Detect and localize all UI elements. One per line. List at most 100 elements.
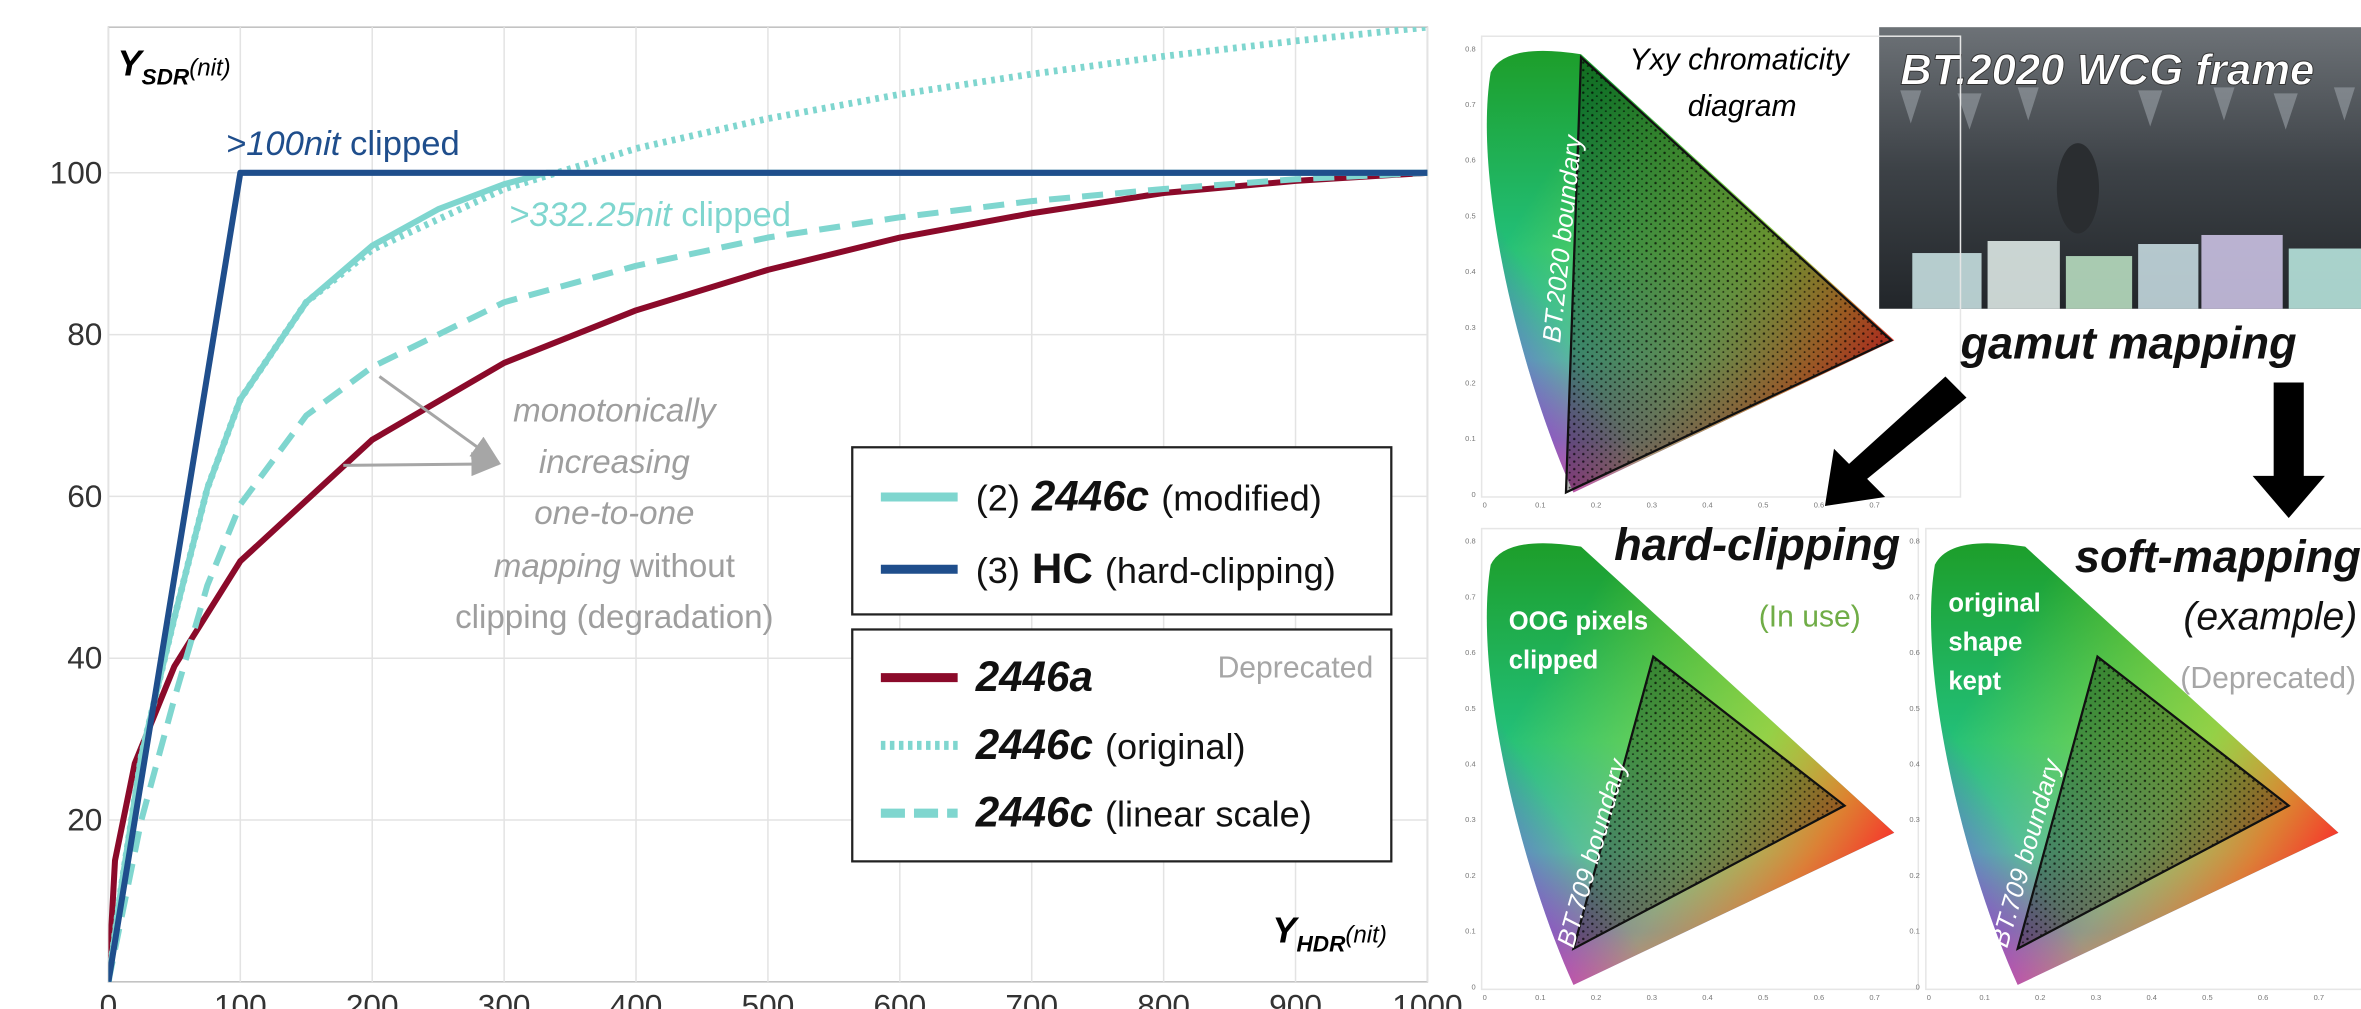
arrow (2253, 383, 2325, 519)
diagram-tick: 0.1 (1465, 927, 1475, 936)
legend-label: 2446a (975, 653, 1093, 700)
gamut-panel: BT.2020 WCG frame 000.10.10.20.20.30.30.… (1465, 27, 2361, 1002)
note-line: clipping (degradation) (455, 599, 773, 636)
legend-name: 2446c (975, 789, 1093, 836)
diagram-tick: 0.6 (1814, 501, 1824, 510)
x-tick-label: 700 (1005, 987, 1058, 1009)
diagram-tick: 0.7 (2314, 993, 2324, 1002)
legend-suffix: (hard-clipping) (1105, 550, 1336, 591)
diagram-tick: 0.3 (1647, 993, 1657, 1002)
diagram-tick: 0.7 (1465, 100, 1475, 109)
x-tick-label: 400 (610, 987, 663, 1009)
diagram-tick: 0.2 (1591, 993, 1601, 1002)
legend-name: 2446a (975, 653, 1093, 700)
x-tick-label: 1000 (1392, 987, 1462, 1009)
annotation: >100nit clipped (226, 125, 460, 163)
diagram-tick: 0.1 (1535, 993, 1545, 1002)
diagram-tick: 0.4 (1465, 759, 1475, 768)
legend-name: HC (1032, 545, 1093, 592)
diagram-tick: 0.2 (1591, 501, 1601, 510)
diagram-tick: 0.4 (1465, 267, 1475, 276)
legend-label: 2446c (original) (975, 721, 1246, 768)
diagram-tick: 0 (1471, 982, 1475, 991)
y-tick-label: 20 (67, 802, 102, 838)
annotation: >332.25nit clipped (509, 196, 791, 234)
diagram-tick: 0.1 (1465, 434, 1475, 443)
diagram-tick: 0.2 (1465, 871, 1475, 880)
diagram-tick: 0.5 (2202, 993, 2212, 1002)
y-axis-label: YSDR(nit) (117, 42, 230, 89)
note-arrow (379, 377, 498, 463)
diagram-tick: 0.4 (1702, 501, 1712, 510)
legend-suffix: (original) (1105, 726, 1246, 767)
photo-title: BT.2020 WCG frame (1900, 45, 2314, 94)
diagram-tick: 0.5 (1758, 501, 1768, 510)
diagram-tick: 0.3 (2091, 993, 2101, 1002)
diagram-tick: 0.1 (1909, 927, 1919, 936)
diagram-tick: 0.5 (1465, 211, 1475, 220)
diagram-tick: 0 (1471, 490, 1475, 499)
deprecated-label: Deprecated (1218, 652, 1374, 685)
note-line: mapping without (494, 548, 735, 585)
diagram-tick: 0.3 (1465, 323, 1475, 332)
x-tick-label: 500 (742, 987, 795, 1009)
diagram-tick: 0.6 (1465, 648, 1475, 657)
y-tick-label: 100 (50, 154, 103, 190)
diagram-tick: 0.6 (1909, 648, 1919, 657)
mapping-note: monotonically increasing one-to-one mapp… (455, 393, 773, 636)
diagram-tick: 0.6 (1465, 156, 1475, 165)
x-tick-label: 200 (346, 987, 399, 1009)
diagram-tick: 0 (1927, 993, 1931, 1002)
legend-prefix: (2) (976, 478, 1020, 519)
note-line: increasing (539, 444, 691, 481)
y-tick-label: 40 (67, 640, 102, 676)
note-line: monotonically (513, 393, 718, 430)
diagram-tick: 0.8 (1909, 537, 1919, 546)
diagram-tick: 0 (1483, 501, 1487, 510)
diagram-tick: 0 (1483, 993, 1487, 1002)
diagram-tick: 0.8 (1465, 537, 1475, 546)
diagram-tick: 0.5 (1758, 993, 1768, 1002)
diagram-tick: 0.7 (1909, 592, 1919, 601)
note: OOG pixels (1509, 607, 1648, 635)
note-arrow (343, 464, 498, 466)
x-tick-label: 100 (214, 987, 267, 1009)
diagram-tick: 0.8 (1465, 44, 1475, 53)
diagram-tick: 0.2 (1909, 871, 1919, 880)
diagram-tick: 0.3 (1647, 501, 1657, 510)
diagram-title: diagram (1688, 90, 1797, 123)
diagram-tick: 0.6 (2258, 993, 2268, 1002)
hard-clipping-title: hard-clipping (1614, 519, 1900, 570)
subtitle: (example) (2183, 595, 2357, 638)
arrow (1825, 377, 1967, 506)
diagram-tick: 0.7 (1869, 501, 1879, 510)
legend-name: 2446c (975, 721, 1093, 768)
diagram-title: Yxy chromaticity (1630, 43, 1851, 76)
diagram-tick: 0.7 (1869, 993, 1879, 1002)
x-tick-label: 800 (1137, 987, 1190, 1009)
diagram-tick: 0.5 (1465, 704, 1475, 713)
x-tick-label: 0 (100, 987, 118, 1009)
x-tick-label: 600 (873, 987, 926, 1009)
legend-label: 2446c (linear scale) (975, 789, 1312, 836)
diagram-tick: 0.1 (1535, 501, 1545, 510)
diagram-tick: 0.5 (1909, 704, 1919, 713)
legend-prefix: (3) (976, 550, 1020, 591)
x-tick-label: 900 (1269, 987, 1322, 1009)
note: clipped (1509, 647, 1599, 675)
diagram-tick: 0.2 (1465, 379, 1475, 388)
status: (Deprecated) (2180, 662, 2356, 695)
note: kept (1948, 668, 2001, 696)
legend-suffix: (linear scale) (1105, 794, 1312, 835)
soft-mapping-title: soft-mapping (2075, 531, 2361, 582)
diagram-tick: 0.4 (1909, 759, 1919, 768)
diagram-tick: 0.4 (2146, 993, 2156, 1002)
note-line: one-to-one (534, 495, 694, 532)
y-tick-label: 80 (67, 316, 102, 352)
x-tick-label: 300 (478, 987, 531, 1009)
diagram-tick: 0.4 (1702, 993, 1712, 1002)
legend-name: 2446c (1031, 473, 1149, 520)
diagram-tick: 0.3 (1465, 815, 1475, 824)
diagram-tick: 0 (1916, 982, 1920, 991)
x-axis-label: YHDR(nit) (1272, 910, 1387, 957)
